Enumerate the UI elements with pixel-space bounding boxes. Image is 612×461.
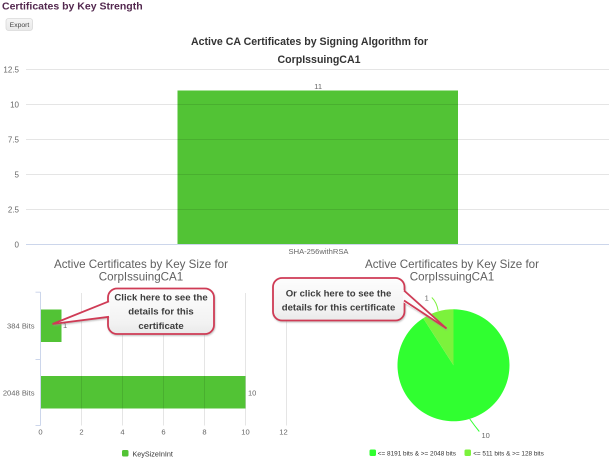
svg-text:details for this: details for this (128, 307, 194, 318)
svg-text:7.5: 7.5 (8, 136, 20, 145)
svg-text:0: 0 (38, 428, 42, 437)
svg-text:Active Certificates by Key Siz: Active Certificates by Key Size for (54, 258, 228, 271)
svg-text:details for this certificate: details for this certificate (282, 303, 396, 314)
svg-text:Active CA Certificates by Sign: Active CA Certificates by Signing Algori… (191, 36, 428, 48)
svg-text:384 Bits: 384 Bits (7, 322, 35, 331)
svg-text:6: 6 (161, 428, 165, 437)
svg-text:5: 5 (15, 171, 20, 180)
svg-text:10: 10 (248, 389, 256, 398)
svg-text:KeySizeInInt: KeySizeInInt (133, 450, 173, 459)
svg-text:CorpIssuingCA1: CorpIssuingCA1 (99, 271, 183, 284)
svg-text:4: 4 (120, 428, 124, 437)
svg-text:Or click here to see the: Or click here to see the (286, 289, 392, 300)
svg-text:10: 10 (241, 428, 249, 437)
svg-text:Active Certificates by Key Siz: Active Certificates by Key Size for (365, 258, 539, 271)
svg-text:2.5: 2.5 (8, 206, 20, 215)
svg-text:8: 8 (202, 428, 206, 437)
svg-text:10: 10 (10, 101, 19, 110)
svg-text:2: 2 (79, 428, 83, 437)
svg-text:CorpIssuingCA1: CorpIssuingCA1 (410, 271, 494, 284)
svg-text:<= 511 bits & >= 128 bits: <= 511 bits & >= 128 bits (473, 451, 544, 458)
svg-text:1: 1 (63, 321, 67, 330)
svg-text:11: 11 (314, 82, 322, 91)
svg-text:SHA-256withRSA: SHA-256withRSA (289, 247, 350, 256)
svg-text:Export: Export (10, 22, 30, 29)
svg-text:Click here to see the: Click here to see the (114, 293, 207, 304)
svg-text:Certificates by Key Strength: Certificates by Key Strength (2, 1, 143, 13)
svg-text:CorpIssuingCA1: CorpIssuingCA1 (278, 54, 361, 66)
svg-text:2048 Bits: 2048 Bits (3, 389, 35, 398)
svg-text:0: 0 (15, 241, 20, 250)
svg-text:<= 8191 bits & >= 2048 bits: <= 8191 bits & >= 2048 bits (378, 451, 456, 458)
svg-text:10: 10 (482, 431, 490, 440)
svg-text:1: 1 (425, 294, 429, 303)
svg-text:certificate: certificate (138, 321, 183, 332)
svg-text:12.5: 12.5 (3, 66, 19, 75)
svg-text:12: 12 (279, 428, 287, 437)
